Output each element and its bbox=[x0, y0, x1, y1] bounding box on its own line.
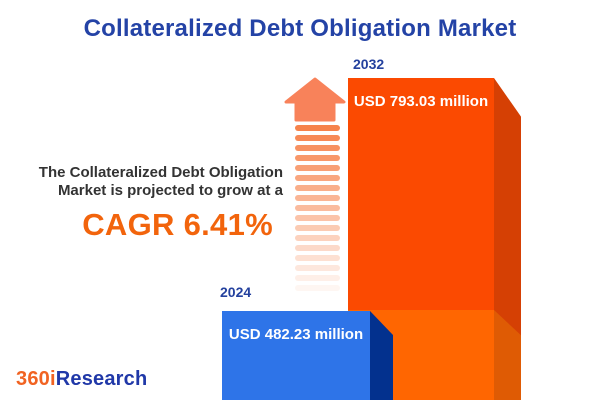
arrow-dash bbox=[295, 175, 340, 181]
arrow-dash bbox=[295, 285, 340, 291]
projection-line-2: Market is projected to grow at a bbox=[57, 182, 283, 200]
brand-logo-360i: 360i bbox=[16, 368, 56, 390]
arrow-dash bbox=[295, 185, 340, 191]
arrow-dash bbox=[295, 145, 340, 151]
brand-logo-research: Research bbox=[55, 368, 148, 390]
arrow-up-icon bbox=[284, 77, 346, 122]
arrow-dash bbox=[295, 195, 340, 201]
arrow-dash bbox=[295, 225, 340, 231]
projection-text: The Collateralized Debt Obligation Marke… bbox=[0, 164, 283, 243]
bar-2024-year-label: 2024 bbox=[220, 284, 252, 300]
arrow-dash bbox=[295, 275, 340, 281]
arrow-dash bbox=[295, 165, 340, 171]
arrow-dash bbox=[295, 135, 340, 141]
bar-2024-side bbox=[370, 311, 393, 400]
bar-2032-value-label: USD 793.03 million bbox=[353, 93, 489, 110]
arrow-dash bbox=[295, 205, 340, 211]
bar-2024-front bbox=[222, 311, 370, 400]
bar-2024-value-label: USD 482.23 million bbox=[228, 326, 364, 343]
arrow-dash bbox=[295, 155, 340, 161]
arrow-dash bbox=[295, 125, 340, 131]
bar-2032-year-label: 2032 bbox=[353, 56, 385, 72]
arrow-dash bbox=[295, 235, 340, 241]
arrow-dash bbox=[295, 245, 340, 251]
page-title: Collateralized Debt Obligation Market bbox=[83, 15, 517, 42]
projection-line-1: The Collateralized Debt Obligation bbox=[38, 164, 283, 181]
arrow-dash bbox=[295, 255, 340, 261]
bar-2032-front-upper bbox=[348, 78, 494, 310]
arrow-dash bbox=[295, 265, 340, 271]
cagr-value: CAGR 6.41% bbox=[82, 206, 273, 242]
brand-logo: 360iResearch bbox=[16, 368, 147, 391]
arrow-dash bbox=[295, 215, 340, 221]
growth-arrow-dashes bbox=[295, 125, 340, 295]
